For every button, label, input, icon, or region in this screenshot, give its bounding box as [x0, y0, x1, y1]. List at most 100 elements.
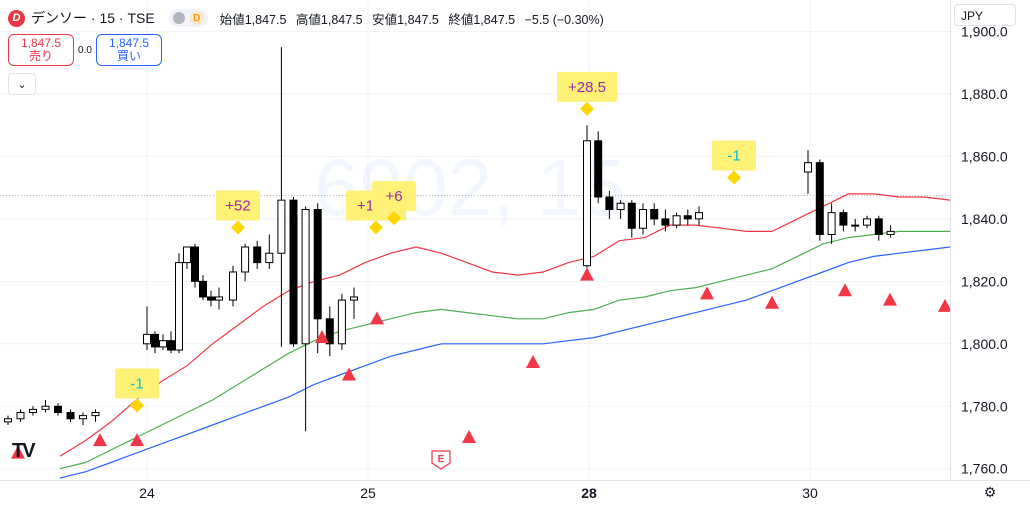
candle [661, 209, 670, 232]
candle [29, 406, 37, 416]
candle [183, 246, 191, 269]
candle-body [183, 246, 191, 264]
symbol-logo: D [8, 9, 25, 27]
candle-body [301, 209, 310, 345]
label-text: +6 [385, 188, 402, 205]
candle-body [159, 340, 167, 348]
candle-body [66, 412, 75, 420]
open-label: 始値 [219, 12, 245, 27]
sell-button[interactable]: 1,847.5 売り [8, 34, 74, 66]
candle-body [277, 199, 286, 254]
low-value: 1,847.5 [397, 12, 439, 27]
candle-body [350, 296, 358, 301]
candle [66, 409, 75, 422]
candle [616, 200, 625, 219]
candle-body [175, 262, 183, 351]
signal-triangle [462, 429, 476, 443]
price-chart[interactable]: 6902, 15 -1+52+18.5+6+28.5-1 E [0, 0, 950, 480]
label-diamond [231, 220, 245, 235]
sell-label: 売り [28, 49, 53, 63]
label-box [372, 181, 416, 212]
settings-icon[interactable]: ⚙ [983, 483, 997, 500]
candle [583, 125, 591, 276]
trade-label: -1 [712, 140, 756, 185]
candle [827, 203, 836, 244]
candle-body [583, 140, 591, 267]
candle-body [253, 246, 262, 264]
candle [350, 287, 358, 319]
time-axis[interactable]: 24 25 28 30 [0, 480, 1030, 507]
chevron-down-icon: ⌄ [17, 78, 27, 91]
currency-button[interactable]: JPY [954, 4, 1016, 26]
price-axis[interactable]: 1,760.0 1,780.0 1,800.0 1,820.0 1,840.0 1,860… [950, 0, 1030, 480]
candle [215, 287, 223, 310]
spread-value: 0.0 [78, 44, 92, 56]
tradingview-logo: TV [12, 440, 36, 462]
ema-short-path [59, 193, 950, 457]
candle-body [313, 209, 322, 320]
earnings-label: E [438, 454, 445, 465]
buy-label: 買い [116, 49, 141, 63]
signal-triangle [938, 298, 950, 312]
candle-body [151, 333, 159, 348]
price-tick-label: 1,880.0 [961, 86, 1008, 102]
candle-body [215, 296, 223, 301]
signal-triangle [838, 283, 852, 297]
candle [207, 290, 215, 307]
candle [54, 403, 62, 416]
earnings-marker[interactable]: E [431, 450, 451, 470]
candle [277, 47, 286, 347]
high-value: 1,847.5 [320, 12, 363, 27]
market-status-pill[interactable]: D [168, 9, 208, 27]
candle-body [594, 140, 603, 198]
price-tick-label: 1,840.0 [961, 211, 1008, 227]
candle-body [886, 230, 895, 235]
candle [839, 209, 848, 232]
candle [301, 206, 310, 432]
candle-body [863, 218, 871, 226]
close-label: 終値 [448, 12, 474, 27]
signal-triangle [11, 445, 25, 459]
candle [874, 215, 883, 241]
candle [695, 206, 703, 226]
trade-label: +52 [216, 190, 260, 235]
candle [594, 131, 603, 204]
label-text: -1 [130, 376, 143, 393]
label-diamond [387, 211, 401, 226]
candle-body [191, 246, 199, 282]
candle-body [265, 252, 274, 264]
label-diamond [130, 398, 144, 413]
candle [605, 190, 614, 219]
low-label: 安値 [372, 12, 398, 27]
earnings-icon [431, 450, 451, 470]
candle [863, 215, 871, 229]
candle [167, 331, 175, 354]
candle-body [143, 333, 151, 345]
candle-body [337, 299, 346, 345]
candle-body [289, 199, 298, 345]
label-diamond [369, 220, 383, 235]
label-diamond [727, 170, 741, 185]
ema-short-line [59, 193, 950, 457]
candle-body [627, 202, 636, 229]
candle [639, 203, 647, 235]
candle-body [605, 196, 614, 211]
candle [143, 306, 151, 351]
candle [79, 412, 87, 425]
label-text: -1 [727, 148, 740, 165]
candle [241, 243, 250, 282]
collapse-legend-button[interactable]: ⌄ [8, 73, 36, 95]
candle-body [851, 224, 860, 227]
buy-price: 1,847.5 [108, 36, 150, 50]
candle [41, 400, 50, 413]
candle [91, 409, 100, 422]
label-box [216, 190, 260, 221]
symbol-title[interactable]: デンソー · 15 · TSE [31, 10, 155, 26]
open-value: 1,847.5 [244, 12, 287, 27]
buy-button[interactable]: 1,847.5 買い [96, 34, 162, 66]
candle-body [661, 218, 670, 226]
trade-buttons: 1,847.5 売り 0.0 1,847.5 買い [8, 34, 162, 66]
candle [16, 409, 25, 422]
price-axis-labels: 1,760.0 1,780.0 1,800.0 1,820.0 1,840.0 1,860… [961, 24, 1008, 477]
candle-body [672, 215, 681, 226]
